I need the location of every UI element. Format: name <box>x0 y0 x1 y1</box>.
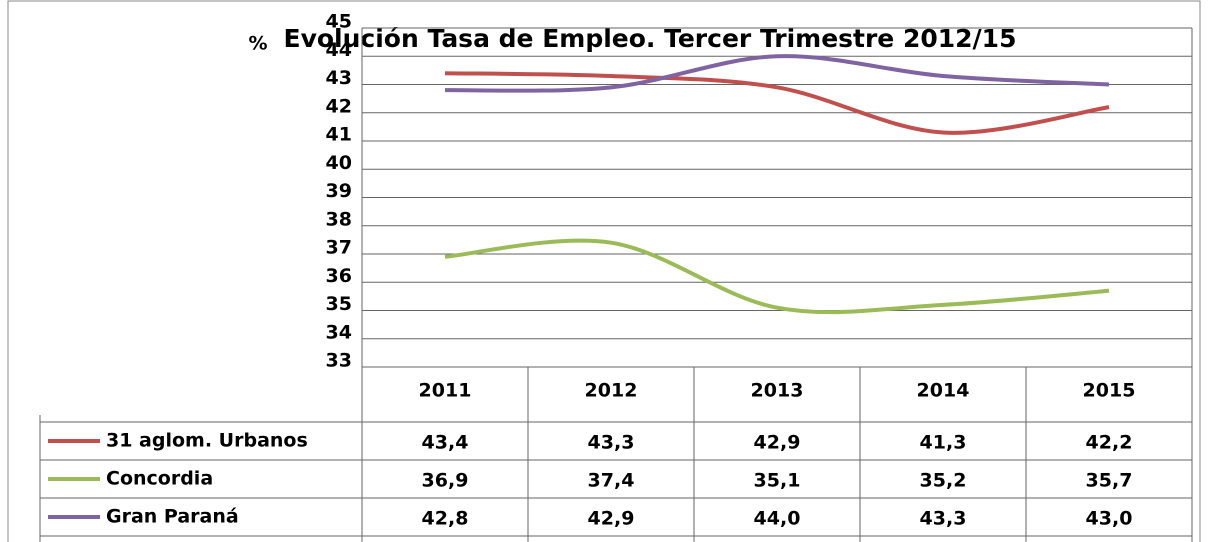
y-tick-label: 33 <box>326 350 352 372</box>
table-value: 42,9 <box>754 432 801 454</box>
table-value: 42,9 <box>588 508 635 530</box>
y-tick-label: 38 <box>326 208 352 230</box>
legend-label: Concordia <box>106 468 213 490</box>
x-tick-label: 2014 <box>917 380 970 402</box>
table-value: 35,2 <box>920 470 967 492</box>
table-value: 43,4 <box>422 432 469 454</box>
x-tick-label: 2011 <box>419 380 472 402</box>
y-tick-label: 40 <box>326 152 352 174</box>
x-tick-label: 2013 <box>751 380 804 402</box>
y-tick-label: 41 <box>326 124 352 146</box>
y-tick-label: 35 <box>326 293 352 315</box>
table-value: 44,0 <box>754 508 801 530</box>
table-value: 41,3 <box>920 432 967 454</box>
series-line <box>444 71 1110 135</box>
table-value: 42,8 <box>422 508 469 530</box>
y-tick-label: 42 <box>326 95 352 117</box>
y-tick-label: 43 <box>326 67 352 89</box>
legend-label: Gran Paraná <box>106 506 239 528</box>
table-value: 35,7 <box>1086 470 1133 492</box>
x-tick-label: 2015 <box>1083 380 1136 402</box>
table-value: 43,3 <box>920 508 967 530</box>
y-tick-label: 44 <box>326 39 352 61</box>
y-tick-label: 45 <box>326 11 352 33</box>
x-tick-label: 2012 <box>585 380 638 402</box>
y-tick-label: 34 <box>326 321 352 343</box>
frame <box>7 0 1201 542</box>
series-line <box>444 238 1110 315</box>
table-value: 37,4 <box>588 470 635 492</box>
series-line <box>444 54 1110 93</box>
y-tick-label: 36 <box>326 265 352 287</box>
legend-label: 31 aglom. Urbanos <box>106 430 308 452</box>
y-tick-label: 37 <box>326 237 352 259</box>
y-axis-label: % <box>248 33 267 55</box>
table-value: 35,1 <box>754 470 801 492</box>
table-value: 36,9 <box>422 470 469 492</box>
y-tick-label: 39 <box>326 180 352 202</box>
chart-title: Evolución Tasa de Empleo. Tercer Trimest… <box>284 24 1017 53</box>
table-value: 43,3 <box>588 432 635 454</box>
table-value: 42,2 <box>1086 432 1133 454</box>
table-value: 43,0 <box>1086 508 1133 530</box>
